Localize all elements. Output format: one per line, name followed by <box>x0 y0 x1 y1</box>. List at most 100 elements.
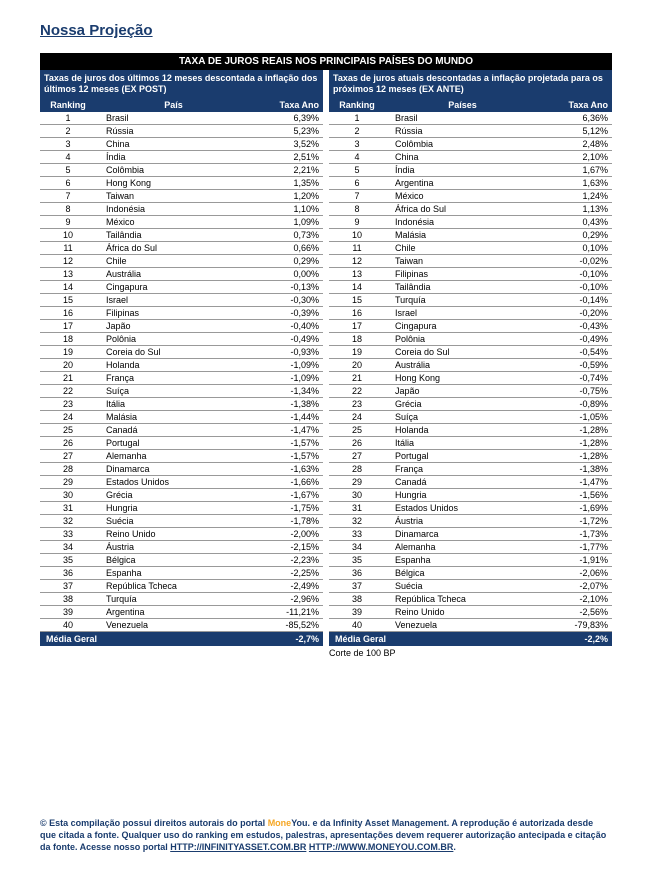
cell-rank: 40 <box>40 619 96 631</box>
cell-country: Polônia <box>385 333 540 345</box>
cell-country: Tailândia <box>385 281 540 293</box>
cell-country: Turquía <box>385 294 540 306</box>
cell-country: Áustria <box>385 515 540 527</box>
cell-rank: 27 <box>40 450 96 462</box>
subtitle-left: Taxas de juros dos últimos 12 meses desc… <box>40 70 323 98</box>
cell-country: Filipinas <box>96 307 251 319</box>
cell-rate: -1,63% <box>251 463 323 475</box>
cell-rate: -1,47% <box>540 476 612 488</box>
cell-rank: 35 <box>329 554 385 566</box>
cell-rate: 2,51% <box>251 151 323 163</box>
footer-label-left: Média Geral <box>40 632 251 646</box>
table-row: 19Coreia do Sul-0,93% <box>40 346 323 359</box>
cell-country: Estados Unidos <box>385 502 540 514</box>
table-row: 1Brasil6,36% <box>329 112 612 125</box>
table-row: 27Portugal-1,28% <box>329 450 612 463</box>
cell-country: Hungria <box>385 489 540 501</box>
cell-rank: 14 <box>40 281 96 293</box>
table-row: 18Polônia-0,49% <box>40 333 323 346</box>
cell-rank: 38 <box>329 593 385 605</box>
cell-rate: -79,83% <box>540 619 612 631</box>
cell-rank: 32 <box>40 515 96 527</box>
cell-rank: 9 <box>329 216 385 228</box>
table-row: 26Itália-1,28% <box>329 437 612 450</box>
link-infinity[interactable]: HTTP://INFINITYASSET.COM.BR <box>170 842 306 852</box>
brand-part1: Mone <box>268 818 292 828</box>
cell-country: Venezuela <box>96 619 251 631</box>
note-right: Corte de 100 BP <box>329 648 612 658</box>
cell-rank: 15 <box>329 294 385 306</box>
cell-rate: -2,07% <box>540 580 612 592</box>
table-row: 13Filipinas-0,10% <box>329 268 612 281</box>
cell-country: Hong Kong <box>96 177 251 189</box>
cell-rank: 38 <box>40 593 96 605</box>
cell-rate: -85,52% <box>251 619 323 631</box>
cell-rank: 25 <box>329 424 385 436</box>
cell-country: Japão <box>385 385 540 397</box>
cell-country: Malásia <box>385 229 540 241</box>
cell-rank: 8 <box>329 203 385 215</box>
subtitle-right: Taxas de juros atuais descontadas a infl… <box>329 70 612 98</box>
cell-rate: 3,52% <box>251 138 323 150</box>
table-row: 4China2,10% <box>329 151 612 164</box>
cell-country: Portugal <box>96 437 251 449</box>
cell-rank: 17 <box>40 320 96 332</box>
table-row: 14Cingapura-0,13% <box>40 281 323 294</box>
table-row: 12Chile0,29% <box>40 255 323 268</box>
table-ex-post: Taxas de juros dos últimos 12 meses desc… <box>40 70 323 658</box>
cell-rank: 19 <box>40 346 96 358</box>
footer-value-left: -2,7% <box>251 632 323 646</box>
table-row: 12Taiwan-0,02% <box>329 255 612 268</box>
cell-rate: -0,89% <box>540 398 612 410</box>
cell-rate: -1,69% <box>540 502 612 514</box>
brand-part2: You. <box>291 818 310 828</box>
cell-country: Brasil <box>96 112 251 124</box>
cell-country: Dinamarca <box>96 463 251 475</box>
cell-country: Filipinas <box>385 268 540 280</box>
cell-country: Suécia <box>96 515 251 527</box>
cell-rank: 28 <box>40 463 96 475</box>
banner-title: TAXA DE JUROS REAIS NOS PRINCIPAIS PAÍSE… <box>40 53 612 70</box>
cell-country: Israel <box>385 307 540 319</box>
cell-country: Hong Kong <box>385 372 540 384</box>
cell-rank: 21 <box>329 372 385 384</box>
copyright-text: que citada a fonte. Qualquer uso do rank… <box>40 830 606 840</box>
dot: . <box>453 842 456 852</box>
table-row: 27Alemanha-1,57% <box>40 450 323 463</box>
cell-rate: -0,49% <box>540 333 612 345</box>
cell-rank: 4 <box>40 151 96 163</box>
link-moneyou[interactable]: HTTP://WWW.MONEYOU.COM.BR <box>309 842 453 852</box>
cell-rate: -0,10% <box>540 281 612 293</box>
table-row: 30Hungria-1,56% <box>329 489 612 502</box>
cell-country: Alemanha <box>96 450 251 462</box>
colhead-left: Ranking País Taxa Ano <box>40 98 323 112</box>
cell-country: Suécia <box>385 580 540 592</box>
cell-rate: 1,35% <box>251 177 323 189</box>
table-row: 22Suíça-1,34% <box>40 385 323 398</box>
cell-country: Itália <box>385 437 540 449</box>
cell-rate: 0,73% <box>251 229 323 241</box>
cell-rate: -2,96% <box>251 593 323 605</box>
cell-rate: 2,48% <box>540 138 612 150</box>
table-row: 26Portugal-1,57% <box>40 437 323 450</box>
cell-rank: 22 <box>40 385 96 397</box>
cell-rank: 37 <box>40 580 96 592</box>
cell-rank: 16 <box>329 307 385 319</box>
col-rate: Taxa Ano <box>251 98 323 112</box>
table-row: 38República Tcheca-2,10% <box>329 593 612 606</box>
cell-country: Canadá <box>385 476 540 488</box>
table-row: 1Brasil6,39% <box>40 112 323 125</box>
cell-country: Colômbia <box>385 138 540 150</box>
cell-rate: -1,34% <box>251 385 323 397</box>
cell-rate: -1,56% <box>540 489 612 501</box>
table-row: 20Austrália-0,59% <box>329 359 612 372</box>
col-country: Países <box>385 98 540 112</box>
cell-rank: 3 <box>40 138 96 150</box>
cell-rate: -1,28% <box>540 450 612 462</box>
cell-rate: -2,10% <box>540 593 612 605</box>
table-row: 6Argentina1,63% <box>329 177 612 190</box>
cell-rank: 30 <box>329 489 385 501</box>
cell-rate: -1,77% <box>540 541 612 553</box>
cell-rank: 29 <box>40 476 96 488</box>
cell-rank: 39 <box>40 606 96 618</box>
